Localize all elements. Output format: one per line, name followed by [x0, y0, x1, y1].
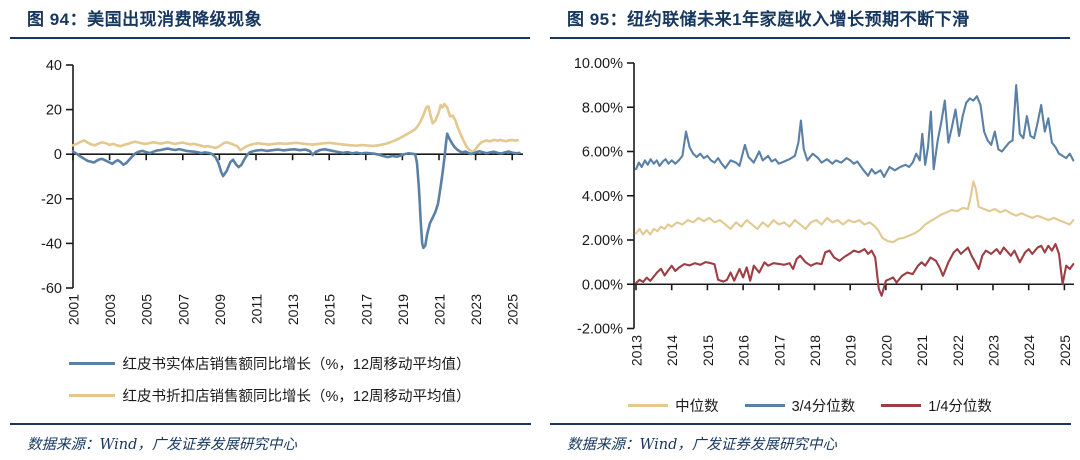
svg-text:8.00%: 8.00%: [582, 100, 623, 116]
source-note-right: 数据来源：Wind，广发证券发展研究中心: [567, 437, 837, 453]
svg-text:2005: 2005: [139, 294, 155, 325]
legend-item: 红皮书折扣店销售额同比增长（%，12周移动平均值）: [69, 385, 471, 406]
svg-text:2007: 2007: [175, 294, 191, 325]
legend-label: 红皮书折扣店销售额同比增长（%，12周移动平均值）: [122, 389, 471, 405]
chart-legend-right: 中位数 3/4分位数 1/4分位数: [628, 395, 992, 416]
svg-text:2024: 2024: [1021, 335, 1037, 366]
svg-text:20: 20: [46, 103, 62, 119]
svg-text:2019: 2019: [395, 294, 411, 325]
legend-swatch: [69, 393, 116, 398]
legend-swatch: [69, 361, 116, 366]
svg-text:4.00%: 4.00%: [582, 189, 623, 205]
svg-text:2016: 2016: [736, 335, 752, 366]
chart-legend-left: 红皮书实体店销售额同比增长（%，12周移动平均值） 红皮书折扣店销售额同比增长（%…: [69, 353, 471, 406]
legend-swatch: [881, 403, 922, 408]
figure-title-right: 图 95：纽约联储未来1年家庭收入增长预期不断下滑: [567, 10, 970, 29]
svg-text:2019: 2019: [843, 335, 859, 366]
line-chart-ny-fed-income-expectations: 10.00% 8.00% 6.00% 4.00% 2.00% 0.00% -2.00% 201…: [574, 56, 1075, 366]
svg-text:2021: 2021: [914, 335, 930, 366]
svg-text:2025: 2025: [1057, 335, 1073, 366]
figure-footer-right: 数据来源：Wind，广发证券发展研究中心: [550, 423, 1071, 454]
svg-text:2018: 2018: [807, 335, 823, 366]
figure-card-right: 图 95：纽约联储未来1年家庭收入增长预期不断下滑 10.00% 8.00% 6.0…: [540, 0, 1080, 460]
svg-text:0.00%: 0.00%: [582, 277, 623, 293]
figure-title-block-left: 图 94：美国出现消费降级现象: [10, 5, 530, 39]
svg-text:2011: 2011: [249, 294, 265, 324]
svg-text:2025: 2025: [505, 294, 521, 325]
figure-title-left: 图 94：美国出现消费降级现象: [27, 10, 263, 29]
svg-text:2017: 2017: [358, 294, 374, 325]
svg-text:2022: 2022: [950, 335, 966, 366]
figure-footer-left: 数据来源：Wind，广发证券发展研究中心: [10, 423, 531, 454]
svg-text:2017: 2017: [771, 335, 787, 366]
legend-label: 1/4分位数: [928, 399, 992, 415]
svg-text:2003: 2003: [102, 294, 118, 325]
svg-text:2013: 2013: [285, 294, 301, 325]
svg-text:2014: 2014: [664, 335, 680, 366]
svg-text:-40: -40: [41, 236, 62, 252]
figure-card-left: 图 94：美国出现消费降级现象 40 20 0 -20 -40 -60 2001 2003 20…: [10, 5, 531, 454]
svg-text:2001: 2001: [66, 294, 82, 325]
svg-text:-60: -60: [41, 281, 62, 297]
svg-text:10.00%: 10.00%: [574, 56, 623, 72]
legend-label: 红皮书实体店销售额同比增长（%，12周移动平均值）: [122, 357, 471, 373]
legend-item: 红皮书实体店销售额同比增长（%，12周移动平均值）: [69, 353, 471, 374]
svg-text:2013: 2013: [629, 335, 645, 366]
legend-item: 3/4分位数: [744, 395, 856, 416]
svg-text:2009: 2009: [212, 294, 228, 325]
legend-swatch: [744, 403, 785, 408]
svg-text:-20: -20: [41, 192, 62, 208]
figure-title-block-right: 图 95：纽约联储未来1年家庭收入增长预期不断下滑: [550, 5, 1070, 39]
legend-label: 3/4分位数: [791, 399, 856, 415]
svg-text:0: 0: [54, 147, 62, 163]
svg-text:2023: 2023: [468, 294, 484, 325]
svg-text:2023: 2023: [986, 335, 1002, 366]
svg-text:40: 40: [46, 58, 62, 74]
legend-swatch: [628, 403, 669, 408]
svg-text:2015: 2015: [700, 335, 716, 366]
legend-label: 中位数: [675, 399, 719, 415]
svg-text:2015: 2015: [322, 294, 338, 325]
legend-item: 1/4分位数: [881, 395, 992, 416]
svg-text:2021: 2021: [432, 294, 448, 325]
svg-text:-2.00%: -2.00%: [577, 322, 623, 338]
svg-text:6.00%: 6.00%: [582, 145, 623, 161]
svg-text:2020: 2020: [878, 335, 894, 366]
legend-item: 中位数: [628, 395, 719, 416]
source-note-left: 数据来源：Wind，广发证券发展研究中心: [27, 437, 297, 453]
svg-text:2.00%: 2.00%: [582, 233, 623, 249]
